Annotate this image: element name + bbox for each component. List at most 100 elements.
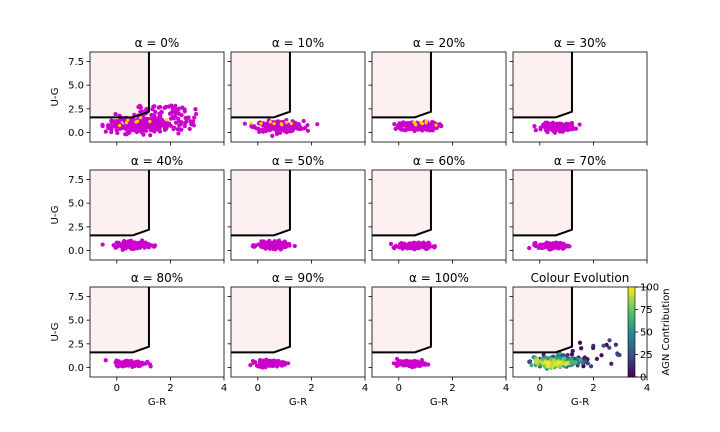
data-point xyxy=(548,121,553,127)
agn-selection-region xyxy=(90,287,149,353)
axes-frame xyxy=(371,51,507,143)
data-point xyxy=(404,123,409,129)
data-point xyxy=(139,129,144,135)
subplot-title: α = 100% xyxy=(409,271,469,285)
data-point xyxy=(278,243,283,248)
agn-boundary-line xyxy=(90,170,150,237)
evolution-point xyxy=(613,342,618,347)
data-point xyxy=(533,128,538,133)
data-point xyxy=(301,118,306,124)
data-point xyxy=(133,124,138,129)
data-point xyxy=(410,359,415,364)
agn-boundary-line xyxy=(513,52,573,119)
y-tick-label: 2.5 xyxy=(68,104,84,115)
data-point xyxy=(270,243,276,248)
x-axis-label: G-R xyxy=(430,397,448,408)
agn-point xyxy=(135,119,140,123)
subplot-title: Colour Evolution xyxy=(531,271,630,285)
data-point xyxy=(125,240,131,246)
data-point xyxy=(275,127,280,132)
data-point xyxy=(175,127,180,132)
data-point xyxy=(125,124,130,129)
data-point xyxy=(163,126,169,132)
data-point xyxy=(549,127,554,132)
data-point xyxy=(127,130,132,136)
axes-frame xyxy=(230,169,366,261)
axes-frame xyxy=(89,51,225,143)
data-point xyxy=(154,118,160,123)
data-point xyxy=(272,361,277,366)
data-point xyxy=(569,124,574,130)
evolution-point xyxy=(594,356,600,361)
data-point xyxy=(145,122,150,127)
data-point xyxy=(250,358,256,364)
x-tick-label: 2 xyxy=(167,383,173,394)
axes-frame xyxy=(89,169,225,261)
agn-point xyxy=(413,122,417,126)
evolution-point xyxy=(573,360,578,365)
x-tick-label: 4 xyxy=(644,383,650,394)
data-point xyxy=(177,123,182,128)
data-point xyxy=(182,107,187,112)
data-point xyxy=(388,241,394,246)
plot-area xyxy=(231,287,291,370)
data-point xyxy=(116,120,121,125)
plot-area xyxy=(372,287,432,370)
y-axis-label: U-G xyxy=(50,87,61,106)
axes-frame xyxy=(230,286,366,378)
data-point xyxy=(148,133,153,138)
subplot-1: α = 0% 0.0 2.5 5.0 7.5 U-G xyxy=(50,36,225,146)
data-point xyxy=(109,127,114,132)
y-tick-label: 7.5 xyxy=(68,57,84,68)
axes-frame xyxy=(89,286,225,378)
data-point xyxy=(276,119,281,124)
agn-point xyxy=(268,120,272,124)
plot-area xyxy=(513,52,582,135)
data-point xyxy=(157,129,163,134)
x-axis-label: G-R xyxy=(148,397,166,408)
data-point xyxy=(292,243,297,249)
data-point xyxy=(144,243,149,249)
data-point xyxy=(397,244,402,249)
data-point xyxy=(282,362,287,367)
x-tick-label: 0 xyxy=(396,383,402,394)
y-axis-label: U-G xyxy=(50,205,61,224)
data-point xyxy=(302,125,308,131)
data-point xyxy=(114,127,119,133)
data-point xyxy=(556,243,561,249)
data-point xyxy=(397,121,402,126)
data-point xyxy=(162,120,167,125)
evolution-point xyxy=(570,348,575,354)
subplot-8: α = 70% xyxy=(509,154,648,264)
data-point xyxy=(112,124,117,129)
data-point xyxy=(153,126,158,131)
agn-point xyxy=(165,118,169,122)
agn-selection-region xyxy=(372,170,431,236)
data-point xyxy=(294,122,300,127)
agn-point xyxy=(139,116,143,120)
data-point xyxy=(142,127,147,133)
data-point xyxy=(159,110,164,115)
data-point xyxy=(168,111,173,116)
axes-frame xyxy=(512,286,648,378)
agn-point xyxy=(424,121,428,125)
x-tick-label: 4 xyxy=(221,383,227,394)
data-point xyxy=(532,123,537,129)
y-tick-label: 0.0 xyxy=(68,363,84,374)
x-axis-label: G-R xyxy=(571,397,589,408)
data-point xyxy=(437,122,442,127)
data-point xyxy=(152,104,157,109)
data-point xyxy=(397,360,402,365)
data-point xyxy=(179,127,184,132)
agn-boundary-line xyxy=(372,287,432,354)
data-point xyxy=(538,125,543,130)
data-point xyxy=(263,246,268,251)
data-point xyxy=(187,126,192,132)
y-tick-label: 2.5 xyxy=(68,222,84,233)
agn-point xyxy=(419,121,423,125)
data-point xyxy=(132,360,138,365)
evolution-point xyxy=(528,359,533,364)
y-tick-label: 5.0 xyxy=(68,81,84,92)
colorbar-tick-label: 25 xyxy=(640,350,653,361)
x-tick-label: 2 xyxy=(449,383,455,394)
